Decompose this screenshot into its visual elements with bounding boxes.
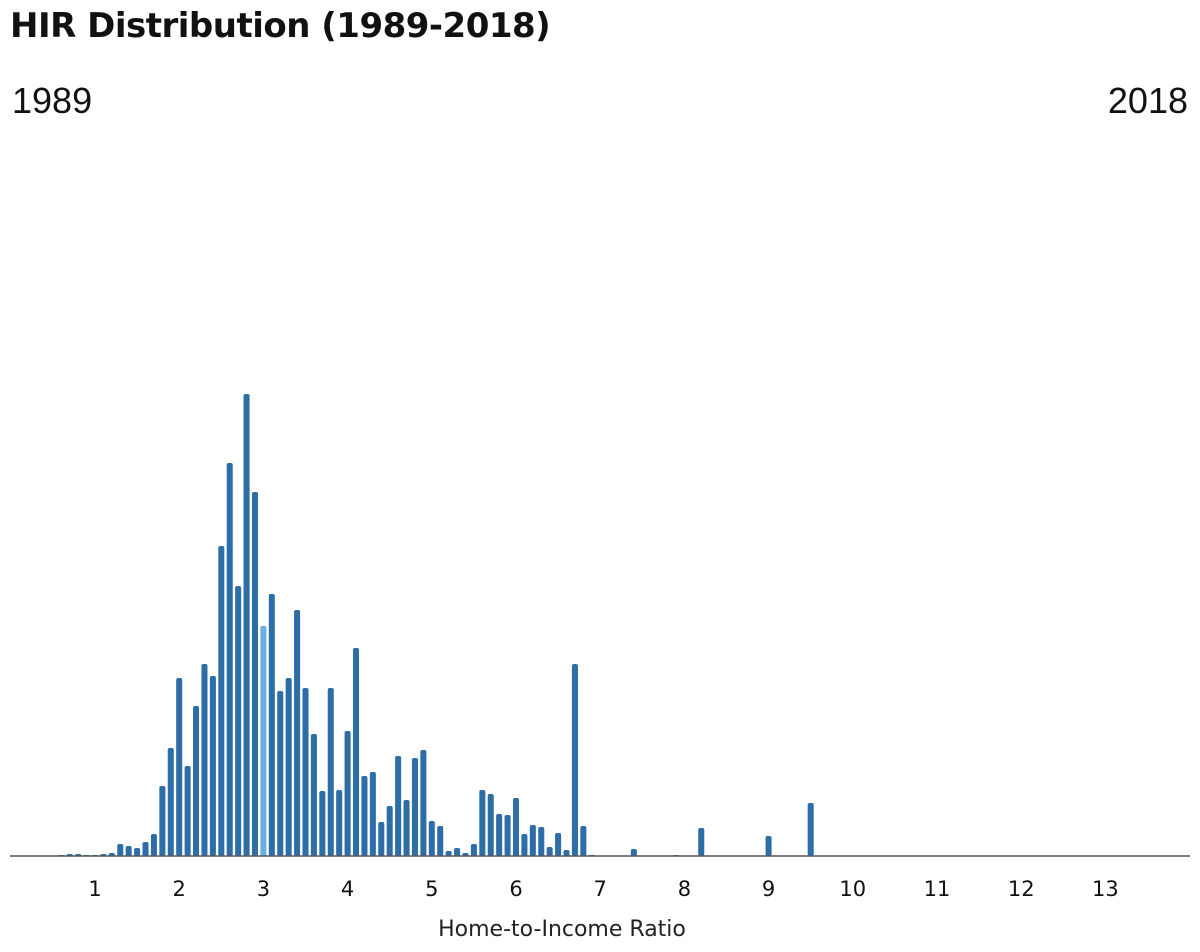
histogram-bar xyxy=(504,815,511,856)
histogram-bar xyxy=(411,758,418,856)
histogram-bar xyxy=(521,834,528,856)
histogram-bar xyxy=(352,648,360,856)
bars-group xyxy=(58,394,814,856)
histogram-bar xyxy=(437,826,444,856)
x-tick-label: 4 xyxy=(341,877,354,901)
x-tick-label: 3 xyxy=(257,877,270,901)
histogram-bar xyxy=(361,776,368,856)
x-tick-label: 12 xyxy=(1008,877,1035,901)
histogram-bar xyxy=(268,594,275,856)
histogram-bar xyxy=(277,691,284,856)
histogram-bar xyxy=(117,844,124,856)
start-year-label: 1989 xyxy=(12,80,93,121)
x-tick-label: 2 xyxy=(173,877,186,901)
highlighted-bar xyxy=(260,626,267,856)
histogram-bar xyxy=(487,794,494,856)
histogram-bar xyxy=(563,850,570,856)
x-tick-label: 11 xyxy=(924,877,951,901)
histogram-bar xyxy=(496,814,503,856)
histogram-bar xyxy=(159,786,166,856)
histogram-bar xyxy=(184,766,191,856)
histogram-bar xyxy=(512,798,520,856)
histogram-bar xyxy=(395,756,402,856)
histogram-bar xyxy=(251,492,259,856)
histogram-bar xyxy=(167,748,174,856)
end-year-label: 2018 xyxy=(1107,80,1188,121)
histogram-bar xyxy=(142,842,149,856)
histogram-bar xyxy=(555,833,562,856)
histogram-bar xyxy=(428,821,435,856)
histogram-bar xyxy=(150,834,157,856)
histogram-bar xyxy=(125,846,132,856)
histogram-bar xyxy=(546,847,553,856)
histogram-bar xyxy=(243,394,250,856)
histogram-bar xyxy=(344,731,351,856)
histogram-bar xyxy=(765,836,772,856)
x-tick-label: 10 xyxy=(839,877,866,901)
histogram-bar xyxy=(445,851,452,856)
histogram-bar xyxy=(479,790,486,856)
histogram-bar xyxy=(403,800,410,856)
histogram-bar xyxy=(285,678,292,856)
histogram-bar xyxy=(209,676,216,856)
histogram-bar xyxy=(193,706,200,856)
histogram-bar xyxy=(386,806,393,856)
x-tick-label: 7 xyxy=(594,877,607,901)
histogram-bar xyxy=(319,791,326,856)
histogram-bar xyxy=(302,688,309,856)
x-tick-label: 9 xyxy=(762,877,775,901)
histogram-bar xyxy=(807,803,814,856)
histogram-bar xyxy=(369,772,376,856)
histogram-bar xyxy=(226,463,233,856)
histogram-bar xyxy=(470,844,477,856)
x-axis-label: Home-to-Income Ratio xyxy=(438,917,686,942)
histogram-bar xyxy=(336,790,343,856)
x-tick-label: 13 xyxy=(1092,877,1119,901)
x-tick-labels: 1 2 3 4 5 6 7 8 9 10 11 12 13 xyxy=(88,877,1118,901)
histogram-bar xyxy=(201,664,208,856)
histogram-bar xyxy=(134,848,141,856)
x-tick-label: 8 xyxy=(678,877,691,901)
histogram-bar xyxy=(235,586,242,856)
histogram-bar xyxy=(538,827,545,856)
histogram-bar xyxy=(310,734,317,856)
histogram-bar xyxy=(327,688,334,856)
histogram-bar xyxy=(454,848,461,856)
histogram-bar xyxy=(698,828,705,856)
histogram-bar xyxy=(176,678,183,856)
histogram-bar xyxy=(630,849,637,856)
x-tick-label: 5 xyxy=(425,877,438,901)
histogram-bar xyxy=(580,826,587,856)
chart-title: HIR Distribution (1989-2018) xyxy=(10,6,551,46)
histogram-bar xyxy=(218,546,225,856)
histogram-bar xyxy=(571,664,578,856)
x-tick-label: 6 xyxy=(509,877,522,901)
histogram-bar xyxy=(420,750,427,856)
histogram-bar xyxy=(294,610,301,856)
histogram-bar xyxy=(378,822,385,856)
x-tick-label: 1 xyxy=(88,877,101,901)
histogram-bar xyxy=(529,825,536,856)
